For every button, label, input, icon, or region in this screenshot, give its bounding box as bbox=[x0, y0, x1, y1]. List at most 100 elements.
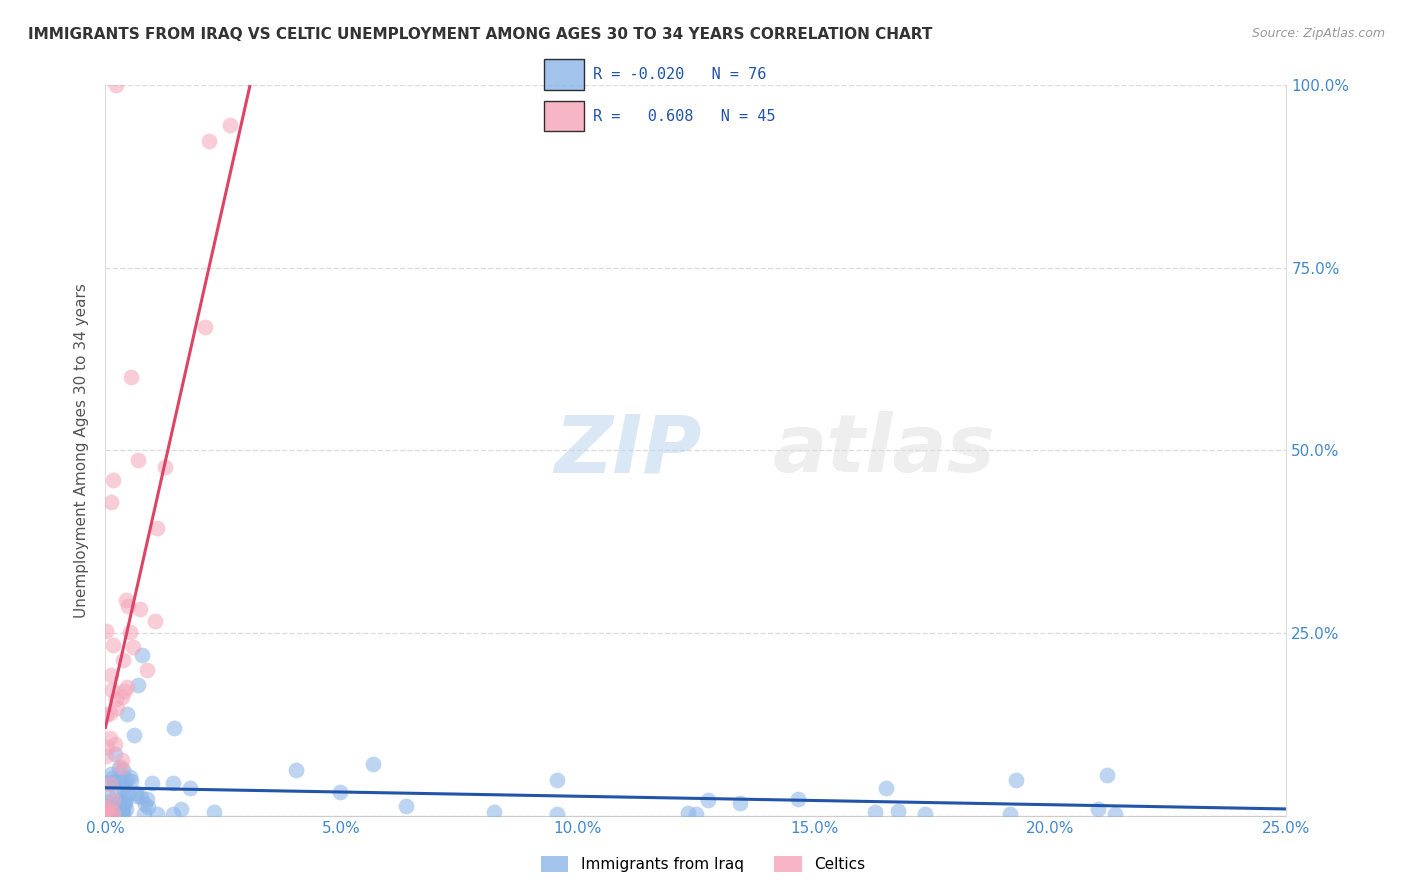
Celtics bbox=[120, 370, 142, 384]
Immigrants from Iraq bbox=[112, 797, 135, 812]
Immigrants from Iraq bbox=[162, 722, 184, 736]
Immigrants from Iraq bbox=[132, 807, 155, 822]
Immigrants from Iraq bbox=[115, 772, 138, 787]
Celtics bbox=[194, 320, 217, 334]
Immigrants from Iraq bbox=[730, 797, 752, 811]
Immigrants from Iraq bbox=[105, 789, 128, 803]
FancyBboxPatch shape bbox=[544, 101, 583, 131]
Immigrants from Iraq bbox=[101, 772, 124, 786]
Immigrants from Iraq bbox=[146, 807, 169, 822]
Legend: Immigrants from Iraq, Celtics: Immigrants from Iraq, Celtics bbox=[533, 848, 873, 880]
Celtics bbox=[115, 680, 138, 694]
Celtics bbox=[101, 805, 124, 820]
Celtics bbox=[105, 701, 128, 715]
Celtics bbox=[94, 805, 117, 820]
Immigrants from Iraq bbox=[1104, 807, 1126, 822]
Immigrants from Iraq bbox=[104, 773, 127, 788]
Immigrants from Iraq bbox=[284, 764, 307, 778]
Immigrants from Iraq bbox=[179, 781, 201, 796]
Text: atlas: atlas bbox=[773, 411, 995, 490]
Celtics bbox=[112, 653, 135, 667]
Immigrants from Iraq bbox=[863, 805, 886, 819]
Celtics bbox=[104, 738, 127, 752]
Celtics bbox=[94, 708, 117, 723]
FancyBboxPatch shape bbox=[544, 60, 583, 90]
Celtics bbox=[101, 473, 124, 487]
Immigrants from Iraq bbox=[998, 807, 1021, 822]
Celtics bbox=[96, 624, 118, 638]
Immigrants from Iraq bbox=[125, 789, 148, 803]
Immigrants from Iraq bbox=[111, 806, 134, 821]
Immigrants from Iraq bbox=[696, 793, 718, 807]
Immigrants from Iraq bbox=[886, 805, 908, 819]
Immigrants from Iraq bbox=[114, 793, 136, 807]
Immigrants from Iraq bbox=[546, 772, 568, 787]
Immigrants from Iraq bbox=[111, 804, 134, 818]
Immigrants from Iraq bbox=[107, 804, 129, 818]
Immigrants from Iraq bbox=[110, 805, 132, 819]
Immigrants from Iraq bbox=[101, 807, 124, 822]
Immigrants from Iraq bbox=[202, 805, 225, 820]
Celtics bbox=[104, 78, 127, 92]
Immigrants from Iraq bbox=[97, 805, 120, 820]
Celtics bbox=[105, 691, 128, 706]
Immigrants from Iraq bbox=[107, 806, 129, 821]
Immigrants from Iraq bbox=[111, 764, 134, 778]
Celtics bbox=[143, 614, 166, 628]
Celtics bbox=[98, 731, 121, 745]
Immigrants from Iraq bbox=[122, 728, 145, 742]
Celtics bbox=[101, 793, 124, 807]
Immigrants from Iraq bbox=[1005, 772, 1028, 787]
Immigrants from Iraq bbox=[121, 774, 143, 789]
Text: R = -0.020   N = 76: R = -0.020 N = 76 bbox=[593, 67, 766, 82]
Immigrants from Iraq bbox=[97, 776, 120, 790]
Immigrants from Iraq bbox=[136, 792, 159, 806]
Immigrants from Iraq bbox=[103, 774, 125, 789]
Celtics bbox=[94, 802, 117, 816]
Immigrants from Iraq bbox=[787, 791, 810, 805]
Immigrants from Iraq bbox=[131, 648, 153, 663]
Immigrants from Iraq bbox=[108, 761, 131, 775]
Celtics bbox=[100, 494, 122, 508]
Celtics bbox=[98, 706, 121, 720]
Celtics bbox=[111, 690, 134, 704]
Immigrants from Iraq bbox=[162, 776, 184, 790]
Immigrants from Iraq bbox=[162, 807, 184, 822]
Immigrants from Iraq bbox=[914, 807, 936, 822]
Immigrants from Iraq bbox=[117, 706, 139, 721]
Celtics bbox=[146, 521, 169, 535]
Immigrants from Iraq bbox=[170, 802, 193, 816]
Immigrants from Iraq bbox=[546, 807, 568, 822]
Celtics bbox=[120, 625, 142, 640]
Celtics bbox=[94, 748, 117, 763]
Immigrants from Iraq bbox=[1095, 768, 1118, 782]
Celtics bbox=[135, 664, 157, 678]
Celtics bbox=[127, 453, 149, 467]
Celtics bbox=[94, 802, 117, 816]
Immigrants from Iraq bbox=[875, 781, 897, 796]
Immigrants from Iraq bbox=[96, 784, 118, 798]
Celtics bbox=[128, 601, 150, 615]
Celtics bbox=[96, 739, 118, 754]
Immigrants from Iraq bbox=[138, 800, 160, 814]
Celtics bbox=[101, 805, 124, 820]
Immigrants from Iraq bbox=[676, 805, 699, 820]
Celtics bbox=[219, 118, 242, 132]
Immigrants from Iraq bbox=[107, 807, 129, 822]
Immigrants from Iraq bbox=[107, 796, 129, 810]
Immigrants from Iraq bbox=[110, 805, 132, 819]
Text: Source: ZipAtlas.com: Source: ZipAtlas.com bbox=[1251, 27, 1385, 40]
Immigrants from Iraq bbox=[110, 792, 132, 806]
Immigrants from Iraq bbox=[114, 778, 136, 792]
Celtics bbox=[247, 8, 270, 22]
Celtics bbox=[198, 134, 221, 148]
Immigrants from Iraq bbox=[395, 799, 418, 814]
Immigrants from Iraq bbox=[98, 799, 121, 814]
Immigrants from Iraq bbox=[329, 785, 352, 799]
Text: IMMIGRANTS FROM IRAQ VS CELTIC UNEMPLOYMENT AMONG AGES 30 TO 34 YEARS CORRELATIO: IMMIGRANTS FROM IRAQ VS CELTIC UNEMPLOYM… bbox=[28, 27, 932, 42]
Celtics bbox=[112, 684, 135, 698]
Celtics bbox=[274, 4, 297, 19]
Immigrants from Iraq bbox=[141, 776, 163, 790]
Immigrants from Iraq bbox=[685, 807, 707, 822]
Immigrants from Iraq bbox=[118, 771, 141, 785]
